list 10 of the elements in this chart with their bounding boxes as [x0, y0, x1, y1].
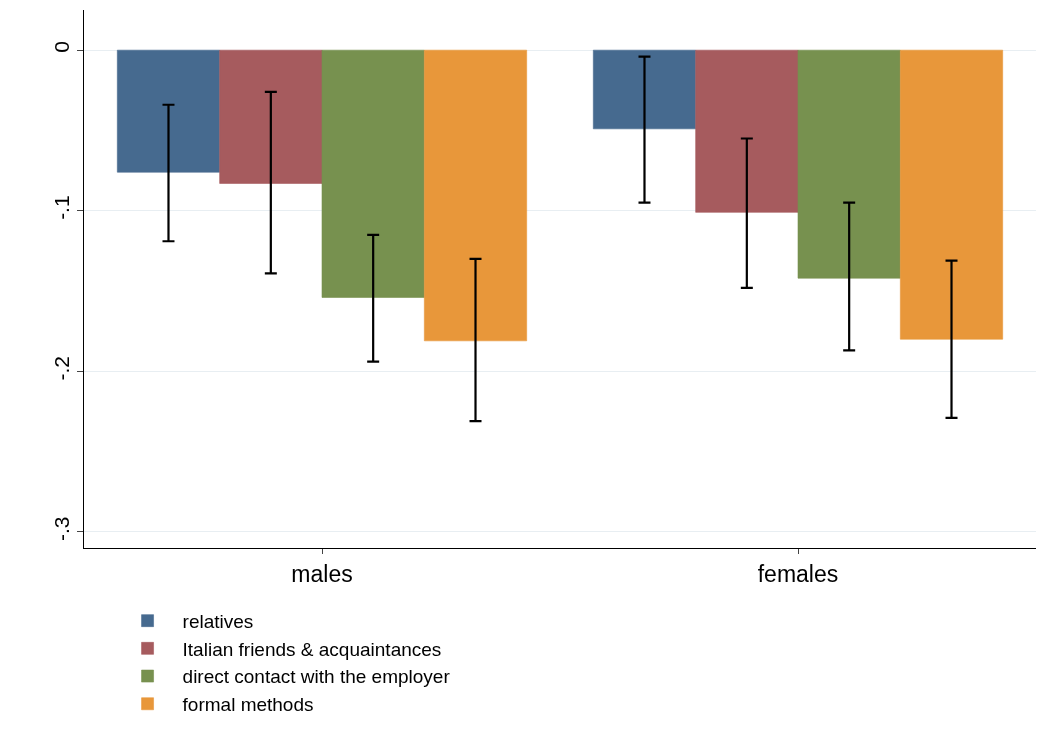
- legend-label: relatives: [182, 611, 254, 633]
- y-tick-label: -.2: [49, 355, 73, 381]
- legend-label: Italian friends & acquaintances: [182, 638, 442, 660]
- y-tick-label: 0: [49, 41, 73, 53]
- x-tick-label: males: [291, 560, 353, 587]
- legend-label: direct contact with the employer: [182, 666, 451, 688]
- y-tick-label: -.3: [49, 516, 73, 542]
- y-tick-label: -.1: [49, 195, 73, 220]
- legend-label: formal methods: [182, 694, 314, 716]
- x-tick-label: females: [757, 560, 839, 587]
